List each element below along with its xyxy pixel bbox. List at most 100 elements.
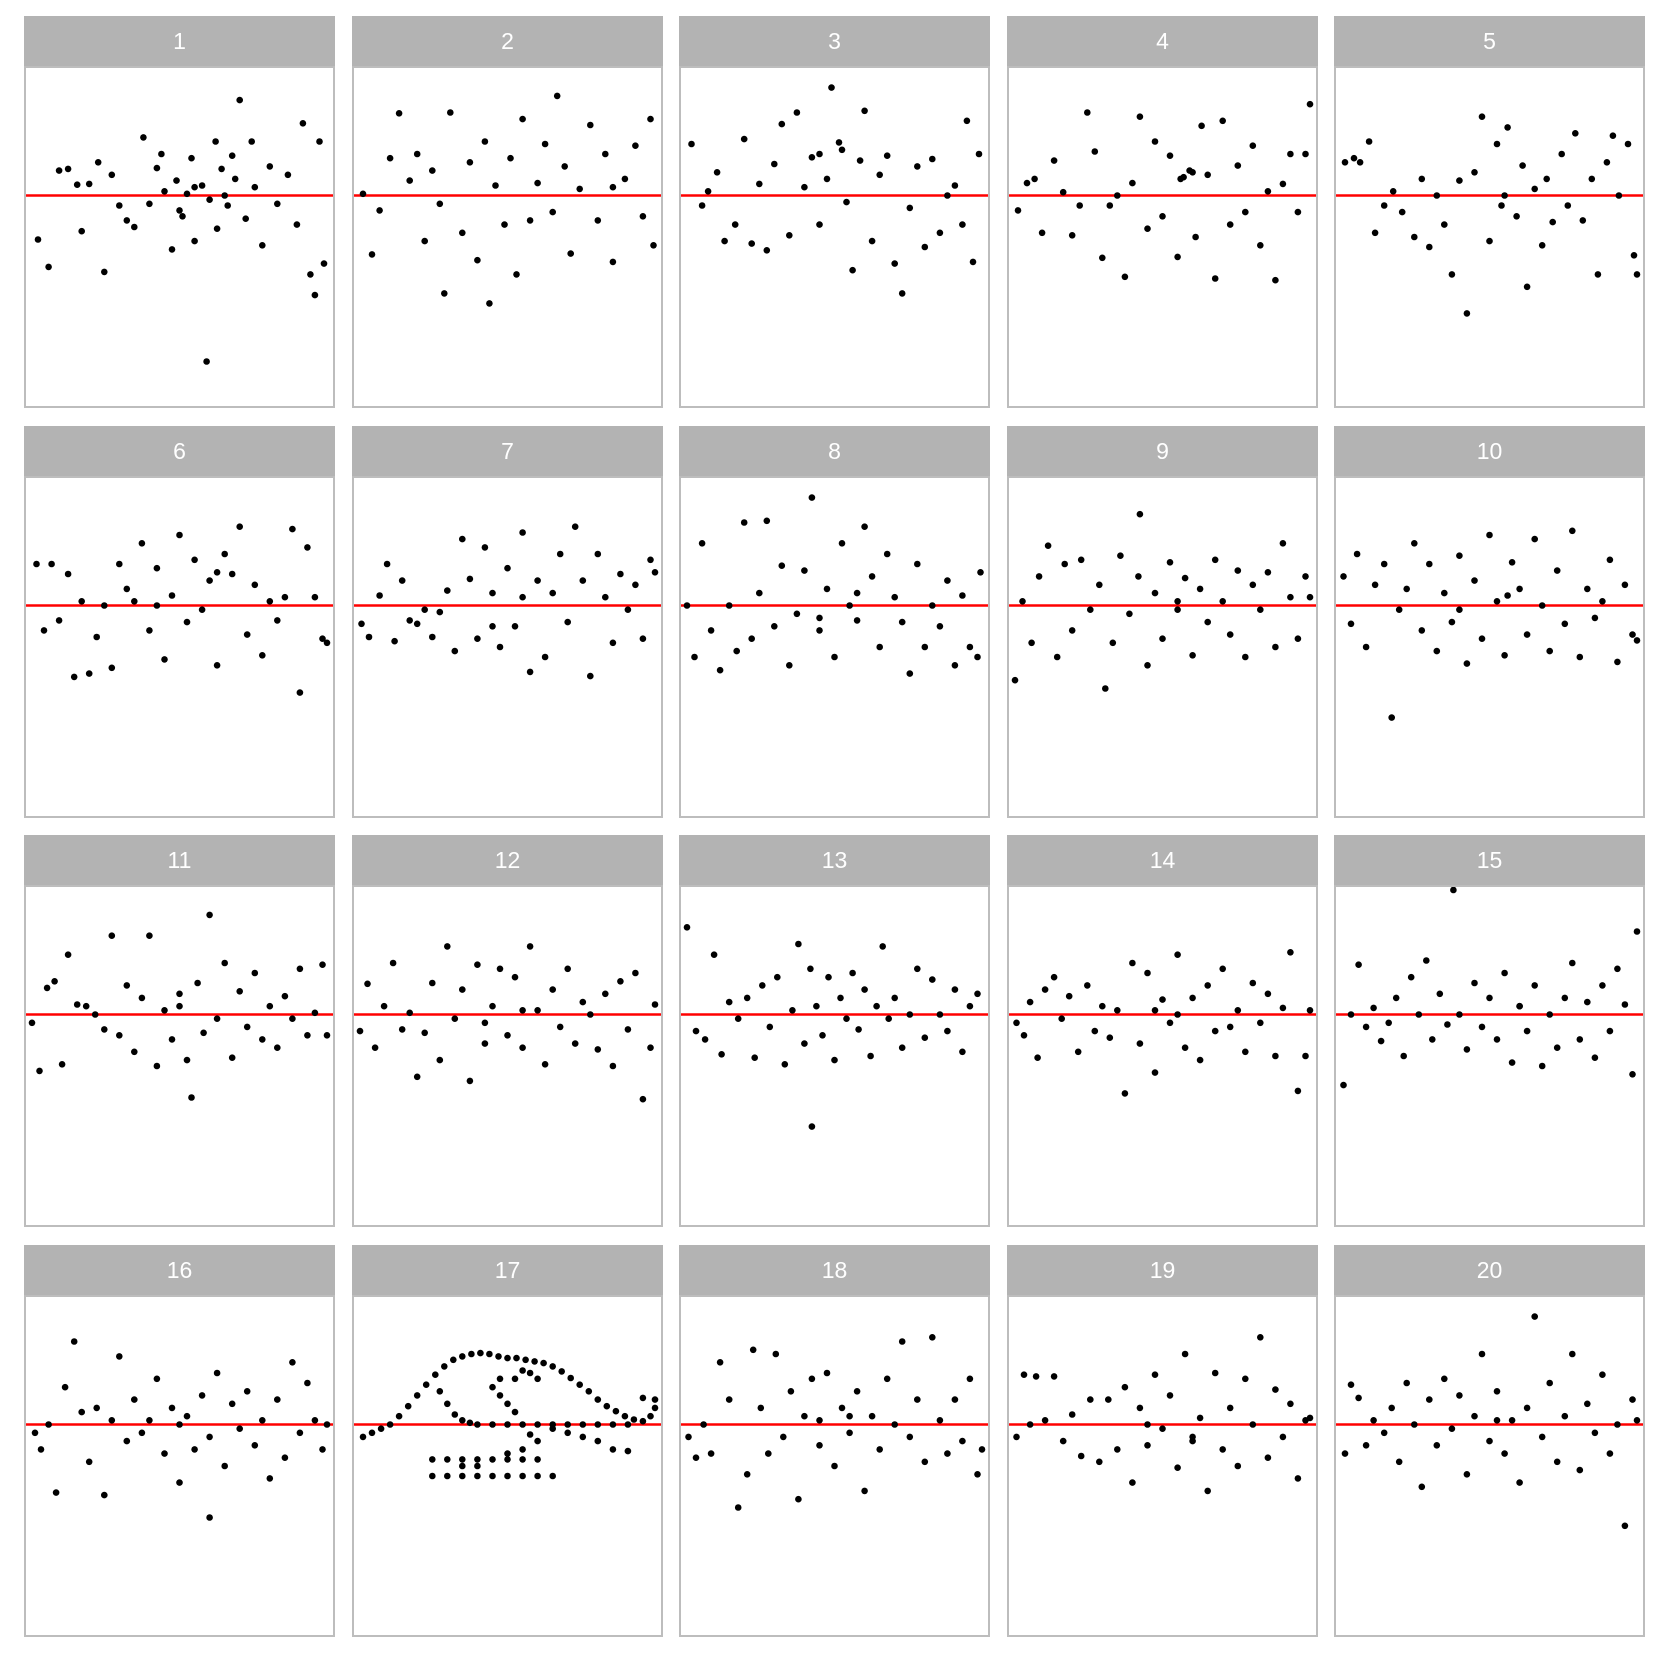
data-point [191, 556, 198, 564]
data-point [1429, 1036, 1436, 1043]
data-point [311, 291, 319, 299]
facet-strip-label: 10 [1334, 426, 1645, 476]
data-point [289, 525, 296, 533]
data-point [191, 183, 198, 191]
data-point [376, 592, 383, 599]
data-point [1226, 631, 1234, 638]
data-point [835, 139, 843, 146]
data-point [259, 1036, 266, 1043]
data-point [1035, 573, 1043, 580]
data-point [1087, 1396, 1094, 1403]
data-point [504, 564, 511, 572]
data-point [837, 994, 844, 1002]
data-point [1614, 658, 1621, 666]
data-point [496, 1392, 504, 1399]
data-point [183, 618, 191, 626]
data-point [138, 994, 146, 1002]
data-point [587, 672, 594, 680]
data-point [1531, 1313, 1538, 1320]
data-point [1106, 202, 1114, 209]
data-point [459, 535, 466, 543]
data-point [1493, 1417, 1501, 1424]
data-point [168, 1036, 176, 1043]
data-point [413, 1073, 421, 1081]
data-point [108, 932, 116, 939]
data-point [1144, 662, 1151, 669]
data-point [365, 633, 373, 641]
data-point [838, 1404, 846, 1412]
data-point [1441, 589, 1448, 597]
data-point [1279, 1004, 1287, 1012]
data-point [274, 617, 281, 624]
data-point [1196, 1414, 1204, 1422]
data-point [861, 1487, 868, 1495]
data-point [511, 973, 519, 981]
data-point [507, 154, 514, 162]
data-point [1398, 208, 1406, 216]
data-point [474, 961, 481, 968]
data-point [828, 84, 835, 91]
data-point [45, 1421, 52, 1428]
data-point [1493, 1388, 1501, 1395]
data-point [1471, 577, 1478, 584]
data-point [1219, 1446, 1226, 1453]
data-point [579, 998, 587, 1006]
data-point [1041, 986, 1049, 993]
data-point [123, 585, 131, 593]
data-point [1177, 175, 1184, 183]
data-point [1074, 1048, 1082, 1056]
data-point [519, 593, 526, 601]
data-point [1418, 627, 1426, 634]
data-point [451, 1411, 459, 1418]
data-point [398, 1026, 406, 1033]
data-point [1059, 188, 1067, 196]
data-point [1226, 1404, 1234, 1412]
data-point [951, 182, 959, 189]
data-point [692, 1454, 700, 1461]
data-point [579, 577, 587, 584]
facet-15: 15 [1334, 835, 1645, 1227]
data-point [319, 1446, 326, 1453]
data-point [236, 988, 243, 995]
data-point [831, 653, 838, 661]
data-point [725, 998, 733, 1006]
data-point [395, 1412, 403, 1420]
data-point [540, 1359, 547, 1367]
facet-13: 13 [679, 835, 990, 1227]
facet-strip-label: 1 [24, 16, 335, 66]
data-point [1065, 992, 1073, 1000]
data-point [651, 1404, 659, 1412]
data-point [356, 1027, 364, 1035]
data-point [1105, 1396, 1112, 1403]
data-point [594, 550, 602, 558]
data-point [1531, 185, 1538, 193]
data-point [228, 570, 236, 578]
data-point [1211, 556, 1219, 564]
data-point [639, 213, 647, 220]
facet-panel [1334, 476, 1645, 818]
data-point [108, 664, 116, 672]
data-point [1365, 138, 1373, 145]
data-point [853, 617, 861, 624]
facet-panel [352, 476, 663, 818]
data-point [224, 202, 231, 209]
data-point [395, 110, 403, 117]
data-point [1380, 560, 1388, 568]
data-point [1151, 1007, 1159, 1014]
data-point [1426, 1396, 1433, 1403]
data-point [158, 150, 165, 158]
data-point [116, 202, 123, 209]
data-point [73, 181, 81, 188]
data-point [602, 990, 609, 998]
data-point [632, 142, 639, 149]
data-point [1362, 1442, 1370, 1449]
data-point [1553, 567, 1561, 574]
data-point [534, 1472, 541, 1480]
data-point [481, 1040, 489, 1047]
facet-panel [352, 66, 663, 408]
data-point [891, 593, 898, 601]
data-point [299, 120, 307, 127]
data-point [251, 969, 259, 977]
data-point [831, 1056, 838, 1064]
data-point [380, 1002, 388, 1010]
